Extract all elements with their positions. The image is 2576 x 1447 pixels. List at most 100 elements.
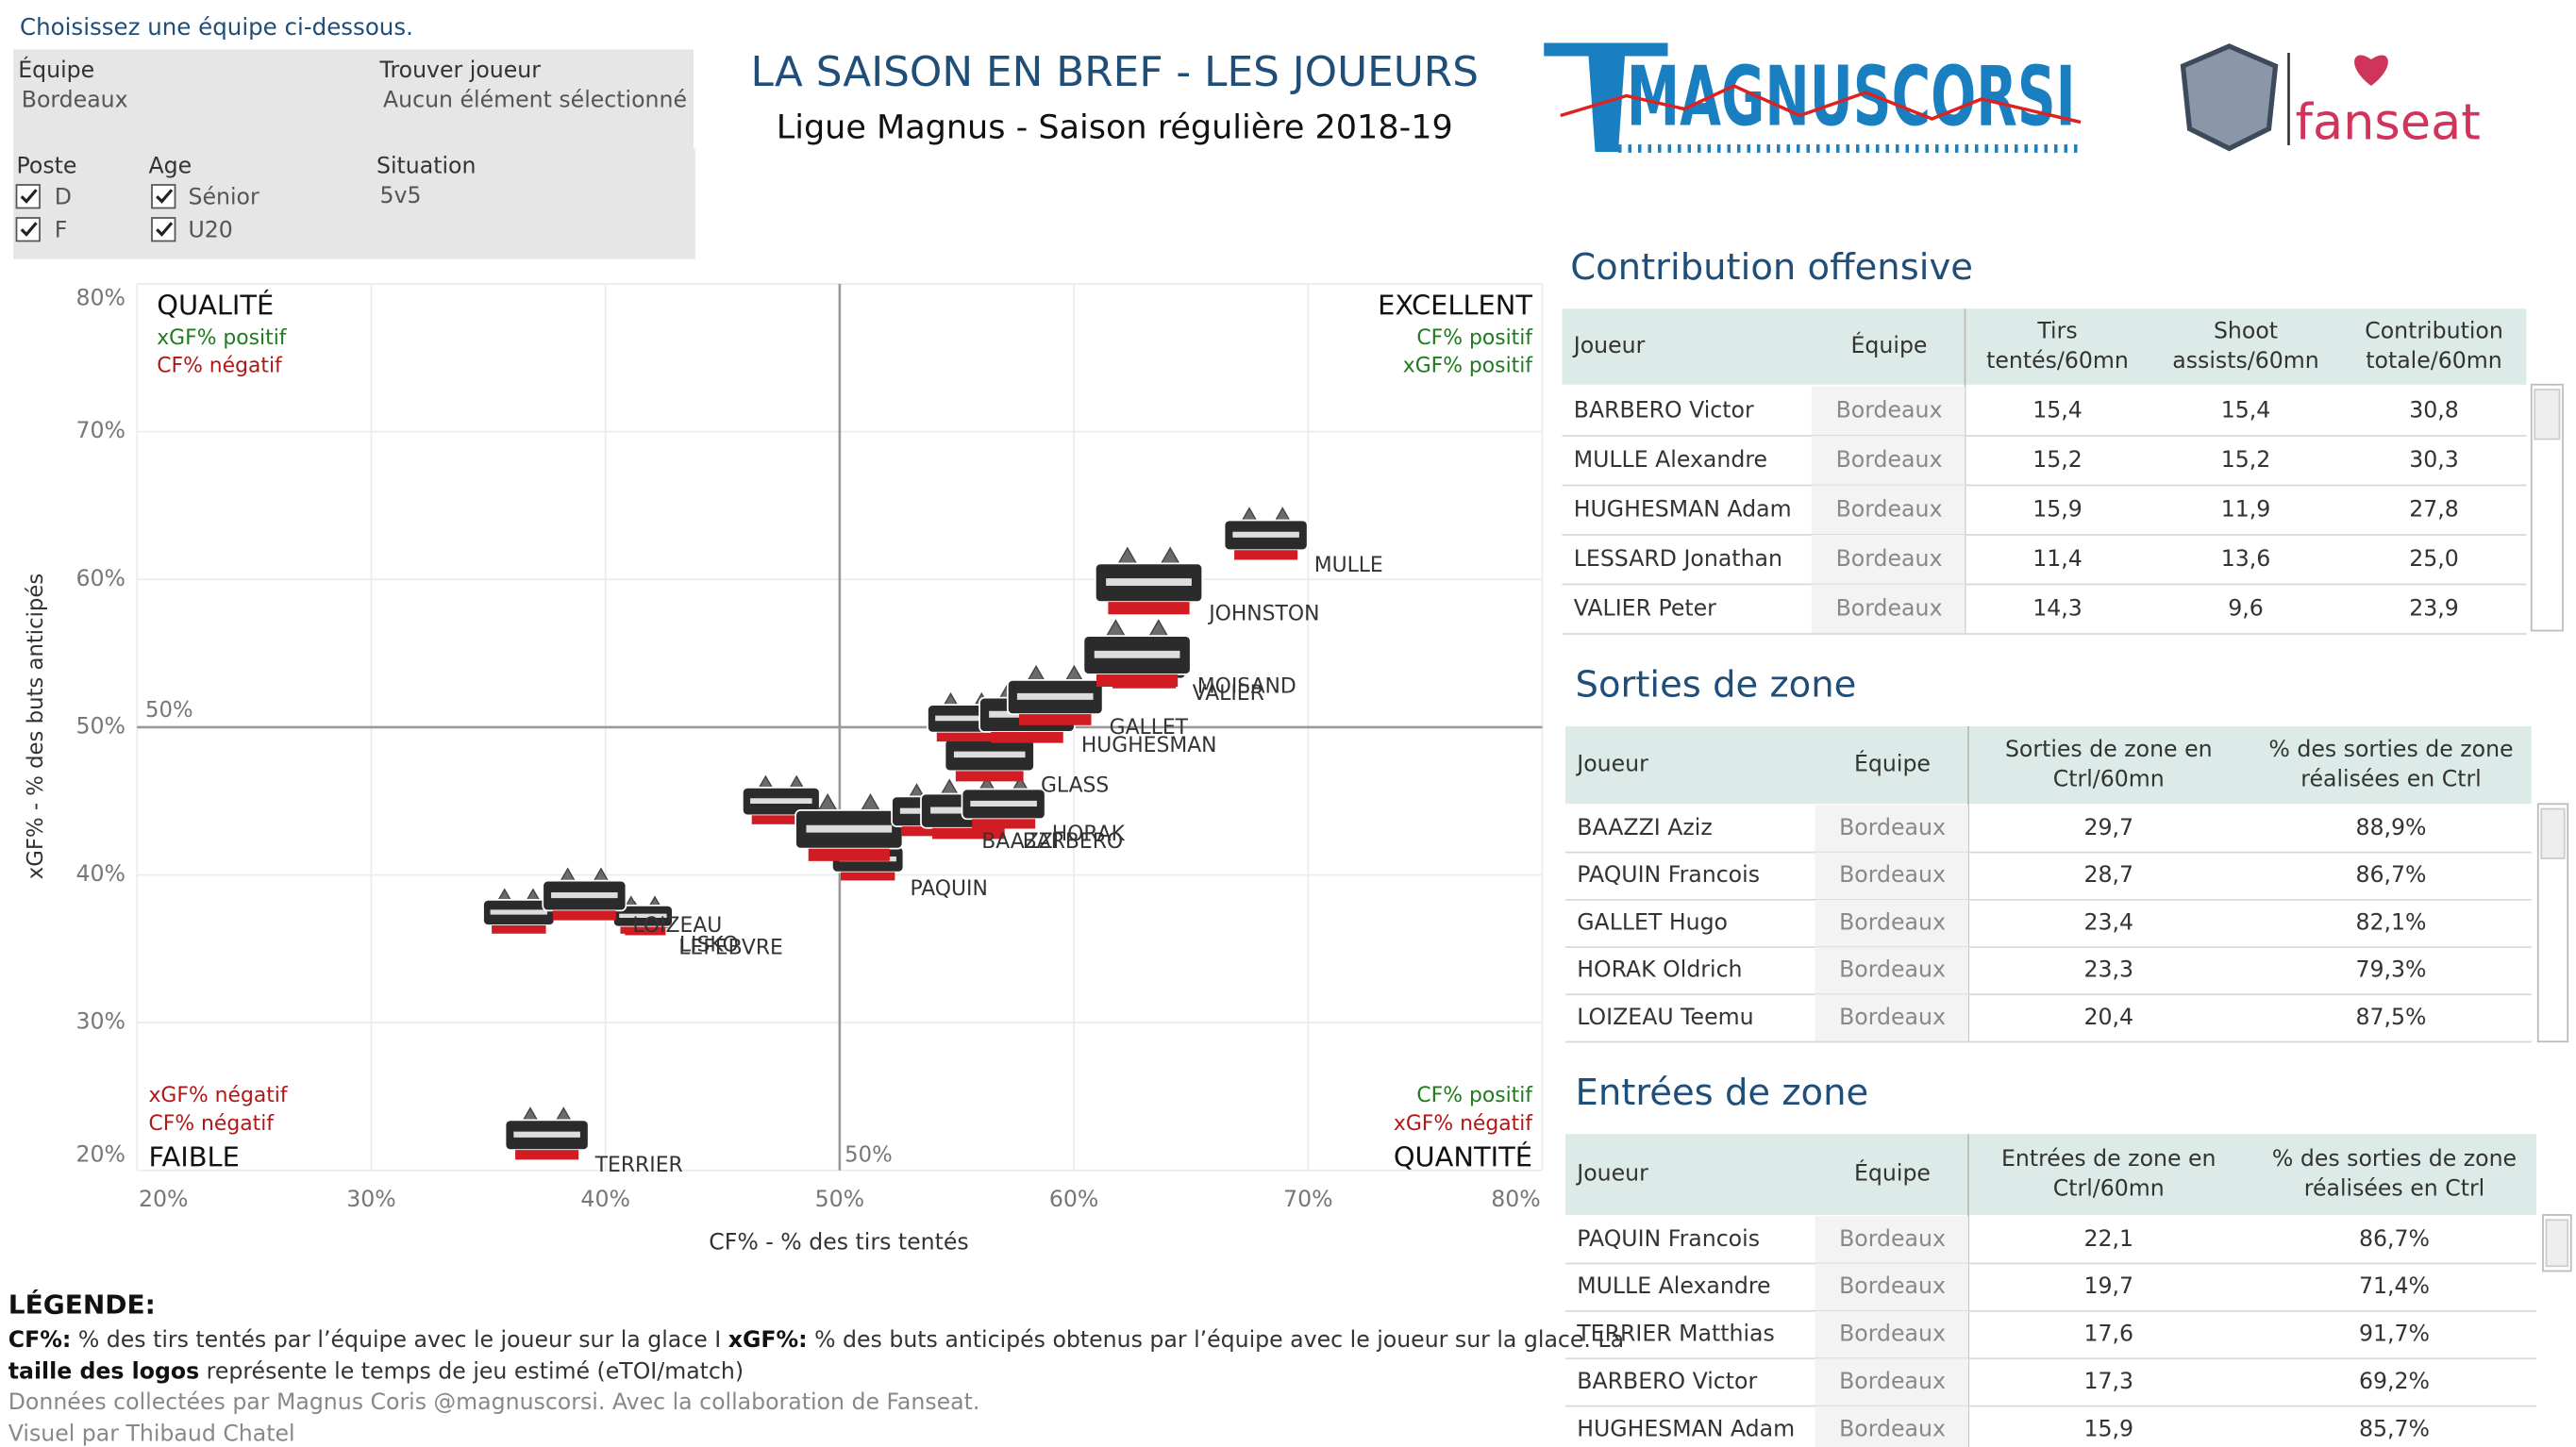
logo-ears: [496, 888, 542, 903]
table-cell: Bordeaux: [1839, 861, 1946, 888]
team-cell: [1815, 1310, 1968, 1359]
table-cell: Bordeaux: [1839, 1415, 1946, 1441]
x-tick-label: 20%: [139, 1186, 188, 1212]
table-cell: 15,9: [2032, 495, 2083, 522]
reference-label: 50%: [145, 698, 193, 723]
logo-band: [1108, 602, 1190, 615]
table-cell: 22,1: [2083, 1225, 2133, 1252]
table-cell: 30,8: [2409, 396, 2459, 423]
logo-band: [1018, 714, 1092, 725]
table-cell: Bordeaux: [1839, 1368, 1946, 1394]
quadrant-note: xGF% négatif: [149, 1084, 289, 1107]
scroll-thumb[interactable]: [2545, 1219, 2569, 1268]
column-header: Joueur: [1575, 1160, 1648, 1187]
team-cell: [1815, 1263, 1968, 1311]
y-tick-label: 20%: [76, 1141, 125, 1168]
scroll-thumb[interactable]: [2540, 807, 2566, 859]
quadrant-title: EXCELLENT: [1378, 290, 1532, 322]
checkmark: [156, 222, 174, 237]
logo-ears: [624, 895, 661, 908]
player-label: HORAK: [1052, 823, 1126, 846]
column-header: Joueur: [1575, 751, 1648, 777]
table-cell: 25,0: [2409, 545, 2459, 572]
column-header: % des sorties de zone: [2272, 1145, 2517, 1172]
player-label: BARBERO: [1023, 830, 1123, 854]
logo-band: [1234, 550, 1298, 560]
logo-band: [972, 819, 1036, 829]
scroll-thumb[interactable]: [2534, 389, 2561, 441]
table-cell: 71,4%: [2359, 1272, 2430, 1299]
legend-text: taille des logos représente le temps de …: [8, 1357, 744, 1384]
column-header: réalisées en Ctrl: [2304, 1174, 2484, 1201]
table-cell: 17,3: [2083, 1368, 2133, 1394]
player-label: VALIER: [1193, 682, 1264, 706]
logo-ears: [559, 867, 611, 884]
player-label: BAAZZI: [981, 830, 1059, 854]
table-cell: Bordeaux: [1836, 396, 1943, 423]
filter-label: Situation: [376, 152, 476, 178]
quadrant-note: CF% positif: [1416, 1084, 1533, 1107]
filter-label: Trouver joueur: [379, 57, 542, 83]
logo-ears: [1026, 664, 1085, 684]
y-tick-label: 50%: [76, 712, 125, 739]
filter-value[interactable]: Bordeaux: [22, 86, 128, 112]
logo-band: [515, 1150, 579, 1160]
team-cell: [1815, 994, 1968, 1042]
quadrant-title: FAIBLE: [149, 1141, 240, 1173]
checkmark: [20, 189, 38, 204]
column-header: Contribution: [2365, 317, 2503, 343]
x-tick-label: 70%: [1283, 1186, 1332, 1212]
table-cell: VALIER Peter: [1574, 594, 1716, 621]
quadrant-note: CF% négatif: [157, 355, 283, 378]
quadrant-note: CF% positif: [1416, 326, 1533, 350]
table-cell: 86,7%: [2359, 1225, 2430, 1252]
table-cell: Bordeaux: [1839, 1004, 1946, 1030]
y-tick-label: 40%: [76, 860, 125, 887]
logo-ears: [1115, 546, 1182, 567]
column-header: Ctrl/60mn: [2053, 765, 2165, 791]
table-cell: TERRIER Matthias: [1576, 1321, 1775, 1347]
checkbox[interactable]: [15, 217, 41, 242]
column-header: Shoot: [2214, 317, 2278, 343]
table-cell: 69,2%: [2359, 1368, 2430, 1394]
table-cell: 9,6: [2228, 594, 2264, 621]
table-cell: HUGHESMAN Adam: [1577, 1415, 1795, 1441]
table-cell: HORAK Oldrich: [1577, 956, 1742, 983]
table-cell: PAQUIN Francois: [1577, 861, 1760, 888]
column-header: réalisées en Ctrl: [2300, 765, 2481, 791]
table-cell: 28,7: [2083, 861, 2133, 888]
filter-value[interactable]: 5v5: [380, 182, 422, 208]
column-header: assists/60mn: [2172, 347, 2318, 374]
x-tick-label: 30%: [346, 1186, 395, 1212]
player-label: LOIZEAU: [632, 914, 722, 938]
column-header: Équipe: [1851, 332, 1928, 358]
filter-option: U20: [189, 217, 233, 243]
team-cell: [1815, 1216, 1968, 1264]
table-cell: 86,7%: [2355, 861, 2426, 888]
team-cell: [1811, 535, 1965, 585]
logo-band: [955, 771, 1024, 782]
logo-ears: [521, 1106, 573, 1123]
table-cell: LOIZEAU Teemu: [1577, 1004, 1753, 1030]
filter-panel: [13, 148, 695, 259]
credit: Données collectées par Magnus Coris @mag…: [8, 1389, 980, 1415]
column-header: Ctrl/60mn: [2053, 1174, 2165, 1201]
logo-band: [932, 827, 1005, 840]
column-header: Joueur: [1572, 332, 1646, 358]
checkbox[interactable]: [15, 184, 41, 209]
legend-text: CF%: % des tirs tentés par l’équipe avec…: [8, 1326, 1624, 1353]
table-cell: 13,6: [2221, 545, 2271, 572]
filter-option: Sénior: [189, 184, 259, 210]
logo-ears: [1104, 619, 1170, 640]
title: LA SAISON EN BREF - LES JOUEURS: [751, 48, 1479, 96]
checkbox[interactable]: [151, 184, 176, 209]
legend-segment: % des tirs tentés par l’équipe avec le j…: [71, 1326, 728, 1353]
checkbox[interactable]: [151, 217, 176, 242]
table-cell: PAQUIN Francois: [1577, 1225, 1760, 1252]
partner-logo: fanseat: [2180, 43, 2481, 152]
filter-value[interactable]: Aucun élément sélectionné: [383, 86, 687, 112]
logo-ears: [816, 793, 882, 814]
player-label: PAQUIN: [910, 877, 987, 901]
table-cell: 23,3: [2083, 956, 2133, 983]
